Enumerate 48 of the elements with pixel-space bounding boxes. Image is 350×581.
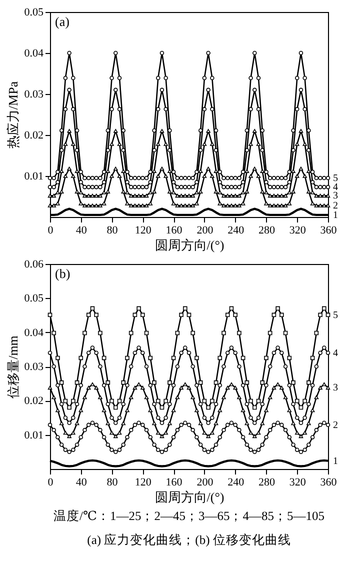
y-tick-label: 0.03 bbox=[24, 361, 44, 373]
y-tick-label: 0.05 bbox=[24, 292, 44, 305]
x-tick-label: 160 bbox=[166, 476, 183, 488]
x-tick-label: 40 bbox=[76, 224, 88, 236]
x-tick-label: 200 bbox=[196, 476, 214, 488]
x-tick-label: 40 bbox=[76, 476, 88, 488]
y-tick-label: 0.01 bbox=[24, 170, 44, 182]
series-label: 3 bbox=[333, 190, 338, 202]
x-axis-title: 圆周方向/(°) bbox=[154, 238, 224, 252]
x-tick-label: 240 bbox=[228, 224, 245, 236]
x-tick-label: 360 bbox=[320, 224, 338, 236]
x-tick-label: 0 bbox=[48, 476, 54, 488]
series-label: 2 bbox=[333, 420, 338, 431]
annotation: (b) bbox=[55, 266, 70, 281]
x-tick-label: 280 bbox=[258, 476, 276, 488]
x-tick-label: 120 bbox=[134, 476, 152, 488]
y-tick-label: 0.02 bbox=[24, 130, 44, 142]
y-axis-title: 位移量/mm bbox=[5, 336, 20, 398]
series-label: 5 bbox=[333, 173, 338, 184]
y-axis-title: 热应力/MPa bbox=[5, 81, 20, 149]
x-tick-label: 280 bbox=[258, 224, 276, 236]
series-label: 3 bbox=[333, 382, 338, 394]
y-tick-label: 0.04 bbox=[24, 48, 44, 60]
x-tick-label: 320 bbox=[289, 224, 306, 236]
y-tick-label: 0.01 bbox=[24, 429, 44, 442]
annotation: (a) bbox=[55, 14, 70, 29]
text: (a) 应力变化曲线；(b) 位移变化曲线 bbox=[87, 532, 291, 547]
series-label: 2 bbox=[333, 200, 338, 212]
y-tick-label: 0.03 bbox=[24, 88, 44, 100]
series-label: 1 bbox=[333, 210, 338, 221]
text: 温度/℃：1—25；2—45；3—65；4—85；5—105 bbox=[54, 508, 324, 523]
y-tick-label: 0.05 bbox=[24, 6, 44, 18]
x-tick-label: 80 bbox=[106, 476, 118, 488]
y-tick-label: 0.04 bbox=[24, 326, 44, 339]
series-label: 4 bbox=[333, 348, 338, 359]
series-label: 5 bbox=[333, 310, 338, 321]
x-tick-label: 240 bbox=[228, 476, 245, 488]
y-tick-label: 0.06 bbox=[24, 258, 44, 270]
y-tick-label: 0.02 bbox=[24, 395, 44, 408]
x-axis-title: 圆周方向/(°) bbox=[154, 490, 224, 504]
x-tick-label: 120 bbox=[134, 224, 152, 236]
x-tick-label: 200 bbox=[196, 224, 214, 236]
x-tick-label: 320 bbox=[289, 476, 306, 488]
x-tick-label: 0 bbox=[48, 224, 54, 236]
series-label: 1 bbox=[333, 456, 338, 467]
x-tick-label: 160 bbox=[166, 224, 183, 236]
x-tick-label: 80 bbox=[106, 224, 118, 236]
x-tick-label: 360 bbox=[320, 476, 338, 488]
